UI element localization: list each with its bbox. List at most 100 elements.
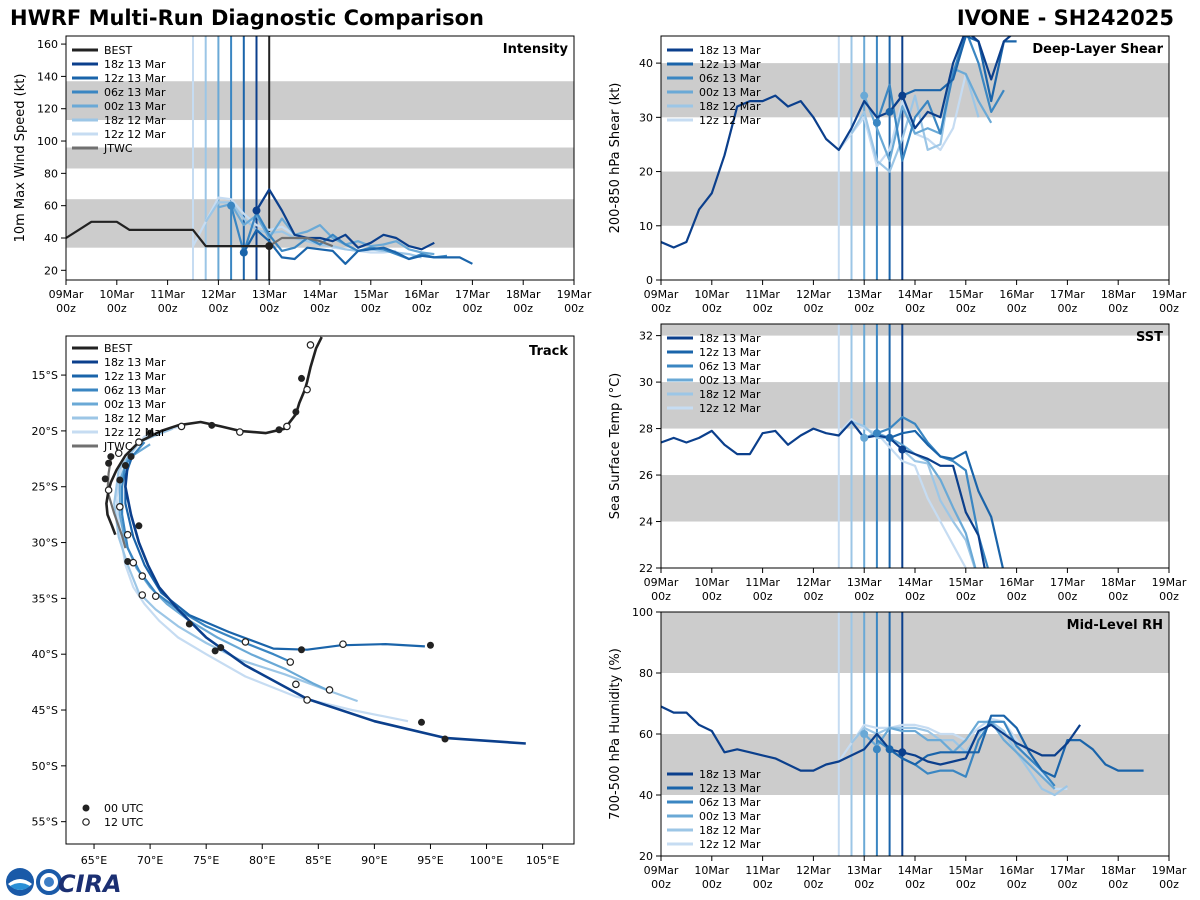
track-18z-12-mar — [113, 427, 358, 703]
x-tick-label-hour: 00z — [1108, 590, 1128, 603]
panel-title: SST — [1136, 330, 1163, 345]
x-tick-label-date: 11Mar — [150, 288, 185, 301]
x-tick-label-hour: 00z — [1058, 302, 1078, 315]
init-marker-12z-13-mar — [885, 745, 894, 754]
x-tick-label-hour: 00z — [854, 590, 874, 603]
x-tick-label-hour: 00z — [651, 878, 671, 891]
x-tick-label: 85°E — [305, 854, 331, 867]
storm-id: IVONE - SH242025 — [956, 6, 1174, 30]
legend-label-best: BEST — [104, 44, 132, 57]
panel-shear: 01020304009Mar00z10Mar00z11Mar00z12Mar00… — [608, 35, 1187, 315]
track-point-12utc — [303, 385, 311, 394]
x-tick-label-date: 13Mar — [847, 576, 882, 589]
x-tick-label-date: 17Mar — [1050, 288, 1085, 301]
x-tick-label: 95°E — [417, 854, 443, 867]
track-point-12utc — [151, 592, 160, 600]
legend-label-18z-13-mar: 18z 13 Mar — [104, 58, 166, 71]
band-1 — [661, 382, 1169, 429]
axes-frame — [65, 335, 575, 845]
x-tick-label-date: 13Mar — [847, 288, 882, 301]
legend-label-jtwc: JTWC — [103, 440, 133, 453]
x-tick-label-date: 19Mar — [1152, 576, 1187, 589]
init-marker-18z-13-mar — [898, 91, 907, 100]
y-tick-label: 60 — [44, 200, 58, 213]
init-marker-best — [265, 242, 274, 251]
y-tick-label: 32 — [639, 330, 653, 343]
x-tick-label-hour: 00z — [702, 878, 722, 891]
track-point-00utc — [101, 475, 109, 483]
legend-label-00z-13-mar: 00z 13 Mar — [104, 100, 166, 113]
init-marker-12z-13-mar — [239, 248, 248, 257]
panel-track: 65°E 70°E 75°E 80°E 85°E 90°E 95°E 100°E 105°E 15… — [32, 335, 575, 867]
init-marker-06z-13-mar — [872, 429, 881, 438]
band-0 — [661, 171, 1169, 226]
panel-title: Mid-Level RH — [1067, 618, 1163, 633]
panel-title: Track — [529, 344, 568, 359]
x-tick-label-hour: 00z — [1007, 590, 1027, 603]
legend-label-18z-12-mar: 18z 12 Mar — [699, 388, 761, 401]
band-0 — [66, 199, 574, 248]
x-tick-label-date: 19Mar — [1152, 864, 1187, 877]
legend-label-18z-12-mar: 18z 12 Mar — [104, 412, 166, 425]
y-tick-label: 20°S — [32, 425, 58, 438]
track-point-12utc — [241, 638, 250, 646]
init-marker-00z-13-mar — [860, 433, 869, 442]
init-marker-06z-13-mar — [872, 118, 881, 127]
x-tick-label-hour: 00z — [361, 302, 381, 315]
track-point-12utc — [306, 341, 315, 349]
legend-label-12z-13-mar: 12z 13 Mar — [104, 370, 166, 383]
y-axis-label: 10m Max Wind Speed (kt) — [13, 74, 28, 243]
x-tick-label-date: 17Mar — [1050, 864, 1085, 877]
track-point-00utc — [127, 453, 135, 461]
y-tick-label: 20 — [639, 166, 653, 179]
track-point-12utc — [129, 558, 138, 567]
track-point-12utc — [292, 680, 300, 689]
track-point-12utc — [114, 449, 123, 458]
series-00z-13-mar — [863, 67, 993, 162]
panel-sst: 22242628303209Mar00z10Mar00z11Mar00z12Ma… — [608, 323, 1187, 603]
x-tick-label-hour: 00z — [804, 302, 824, 315]
band-1 — [661, 612, 1169, 673]
x-tick-label-hour: 00z — [905, 878, 925, 891]
init-marker-06z-13-mar — [872, 745, 881, 754]
x-tick-label-date: 10Mar — [694, 576, 729, 589]
x-tick-label-date: 11Mar — [745, 576, 780, 589]
x-tick-label-hour: 00z — [1159, 590, 1179, 603]
legend-label-12z-12-mar: 12z 12 Mar — [699, 838, 761, 851]
marker-legend-label-12utc: 12 UTC — [104, 816, 144, 829]
x-tick-label-hour: 00z — [1007, 878, 1027, 891]
cira-logo: CIRA — [36, 869, 122, 898]
track-18z-13-mar — [124, 464, 526, 745]
legend-label-12z-12-mar: 12z 12 Mar — [699, 402, 761, 415]
track-point-00utc — [297, 374, 305, 382]
panel-title: Intensity — [503, 42, 569, 57]
track-point-00utc — [135, 522, 143, 530]
x-tick-label-date: 17Mar — [455, 288, 490, 301]
plot-area-rh — [661, 612, 1169, 856]
x-tick-label-date: 13Mar — [847, 864, 882, 877]
x-tick-label-date: 10Mar — [99, 288, 134, 301]
band-2 — [66, 81, 574, 121]
y-tick-label: 45°S — [32, 704, 58, 717]
y-tick-label: 40°S — [32, 648, 58, 661]
track-point-00utc — [124, 558, 132, 566]
x-tick-label-date: 17Mar — [1050, 576, 1085, 589]
legend-label-18z-12-mar: 18z 12 Mar — [699, 100, 761, 113]
track-point-00utc — [426, 641, 434, 649]
noaa-logo — [6, 868, 34, 896]
x-tick-label-hour: 00z — [107, 302, 127, 315]
legend-label-12z-13-mar: 12z 13 Mar — [699, 346, 761, 359]
track-point-00utc — [116, 476, 124, 484]
y-tick-label: 40 — [639, 789, 653, 802]
x-tick-label-hour: 00z — [753, 878, 773, 891]
track-point-12utc — [236, 428, 244, 436]
x-tick-label-hour: 00z — [56, 302, 76, 315]
legend-label-18z-13-mar: 18z 13 Mar — [699, 332, 761, 345]
y-tick-label: 20 — [44, 264, 58, 277]
x-tick-label-hour: 00z — [854, 302, 874, 315]
init-marker-00z-13-mar — [860, 730, 869, 738]
x-tick-label: 90°E — [361, 854, 387, 867]
legend-label-18z-12-mar: 18z 12 Mar — [104, 114, 166, 127]
y-tick-label: 160 — [37, 38, 58, 51]
track-point-00utc — [441, 735, 449, 743]
